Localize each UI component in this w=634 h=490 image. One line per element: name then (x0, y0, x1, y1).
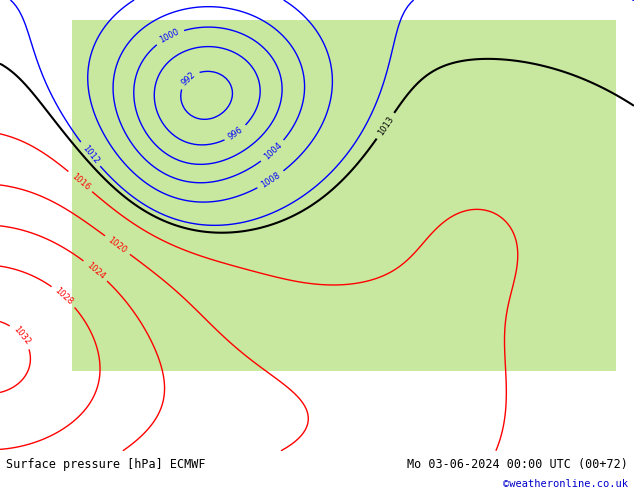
Text: 1024: 1024 (85, 260, 107, 281)
Text: 1004: 1004 (262, 141, 283, 162)
Text: Mo 03-06-2024 00:00 UTC (00+72): Mo 03-06-2024 00:00 UTC (00+72) (407, 458, 628, 471)
Text: 1016: 1016 (69, 172, 91, 192)
Text: 1008: 1008 (259, 171, 282, 190)
Text: 1020: 1020 (107, 235, 129, 255)
Bar (72, 20, 616, 370)
Text: 1012: 1012 (80, 143, 100, 165)
Text: 1028: 1028 (53, 286, 75, 307)
Text: ©weatheronline.co.uk: ©weatheronline.co.uk (503, 479, 628, 489)
Text: 992: 992 (179, 70, 197, 87)
Text: 1000: 1000 (158, 27, 181, 45)
Text: Surface pressure [hPa] ECMWF: Surface pressure [hPa] ECMWF (6, 458, 206, 471)
Text: 1013: 1013 (376, 115, 395, 137)
Text: 1032: 1032 (11, 325, 32, 347)
Text: 996: 996 (227, 125, 245, 142)
